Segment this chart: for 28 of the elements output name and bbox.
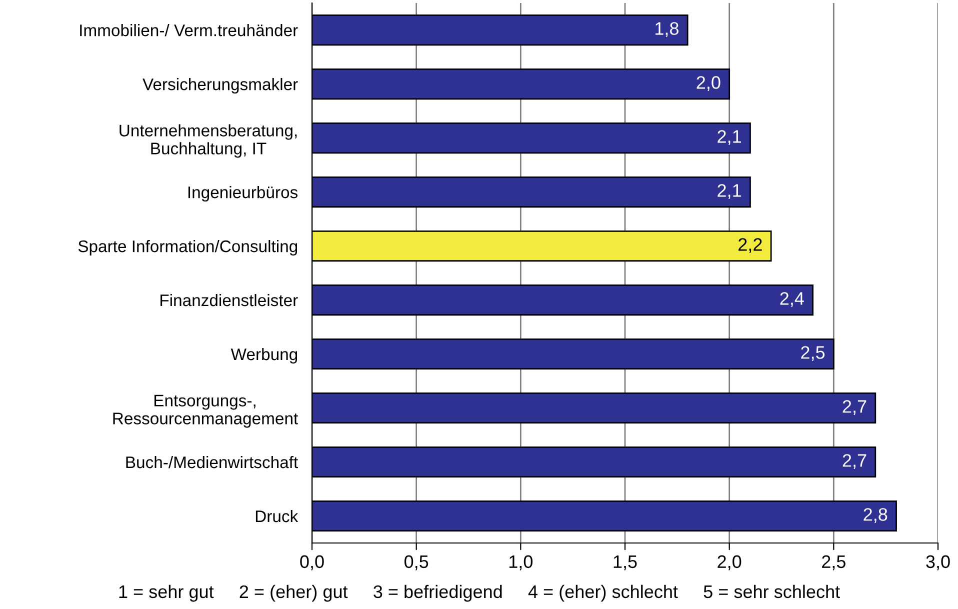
data-label: 2,7	[842, 400, 866, 415]
x-tick-label: 3,0	[926, 555, 950, 570]
x-tick-label: 0,5	[404, 555, 428, 570]
x-tick-label: 2,5	[822, 555, 846, 570]
y-tick-label: Immobilien-/ Verm.treuhänder	[80, 24, 298, 36]
y-tick-label: Werbung	[230, 348, 298, 364]
data-label: 2,4	[780, 292, 804, 307]
y-tick-label: Druck	[256, 510, 298, 522]
text: 1 = sehr gut 2 = (eher) gut 3 = befriedigend 4 = (eher) schlecht 5 = sehr schlecht	[119, 584, 840, 602]
data-label: 1,8	[656, 22, 678, 38]
y-tick-label: Buch-/Medienwirtschaft	[126, 456, 298, 468]
data-label: 2,1	[718, 130, 741, 146]
data-label: 2,2	[738, 238, 762, 254]
x-tick-label: 1,5	[614, 555, 637, 570]
data-label: 2,1	[718, 184, 741, 200]
y-tick-label: Unternehmensberatung, Buchhaltung, IT	[120, 124, 297, 158]
data-label: 2,5	[801, 346, 825, 361]
data-label: 2,7	[842, 454, 866, 469]
y-tick-label: Ingenieurbüros	[188, 186, 298, 202]
x-tick-label: 1,0	[509, 555, 533, 570]
x-tick-label: 0,0	[300, 555, 324, 570]
data-label: 2,0	[696, 76, 720, 92]
y-tick-label: Versicherungsmakler	[142, 78, 298, 94]
x-tick-label: 2,0	[718, 555, 742, 570]
y-tick-label: Sparte Information/Consulting	[78, 240, 298, 256]
y-tick-label: Finanzdienstleister	[160, 294, 298, 306]
y-tick-label: Entsorgungs-, Ressourcenmanagement	[113, 394, 298, 428]
data-label: 2,8	[864, 508, 888, 523]
